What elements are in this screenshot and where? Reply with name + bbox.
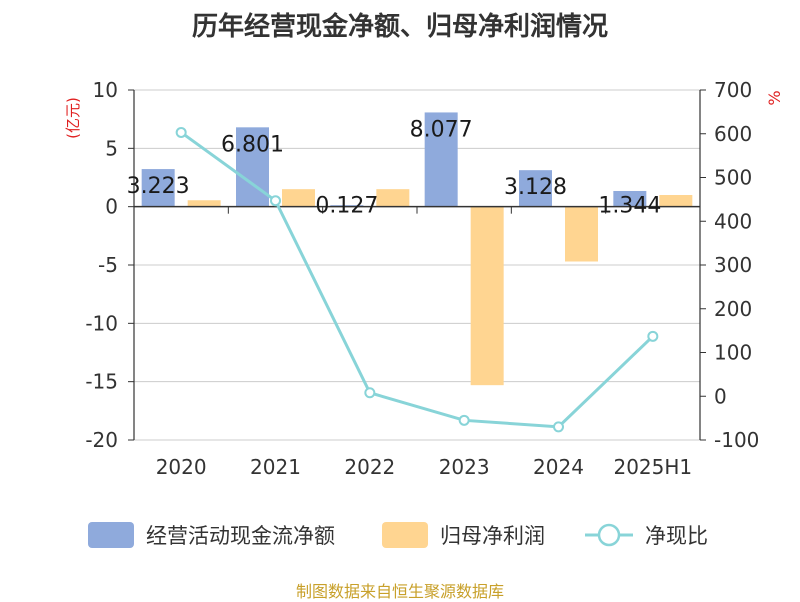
ratio-line	[180, 131, 654, 429]
bar-value-label: 8.077	[410, 117, 473, 142]
ratio-point	[553, 421, 564, 433]
right-tick-label: -100	[714, 428, 759, 452]
legend: 经营活动现金流净额 归母净利润 净现比	[88, 522, 708, 548]
bar-cashflow	[613, 190, 647, 207]
right-tick-label: 500	[714, 166, 752, 190]
right-tick-label: 0	[714, 384, 727, 408]
bar-cashflow	[141, 169, 175, 207]
bar-value-label: 0.127	[315, 194, 378, 219]
left-tick-label: -5	[98, 253, 118, 277]
right-tick-label: 700	[714, 78, 752, 102]
left-tick-label: 0	[105, 195, 118, 219]
bar-profit	[376, 189, 410, 207]
bar-profit	[282, 189, 315, 207]
bar-cashflow	[424, 112, 458, 207]
ratio-point	[647, 330, 659, 342]
legend-swatch	[382, 522, 428, 548]
bar-value-label: 3.128	[504, 175, 567, 200]
x-tick-label: 2023	[439, 455, 490, 479]
bar-value-label: 6.801	[221, 132, 284, 157]
source-note: 制图数据来自恒生聚源数据库	[295, 582, 504, 601]
legend-swatch	[88, 522, 134, 548]
data-labels: 3.223 6.801 0.127 8.077 3.128 1.344	[127, 117, 662, 218]
left-tick-label: 5	[105, 136, 118, 160]
right-tick-label: 300	[714, 253, 752, 277]
legend-label: 经营活动现金流净额	[146, 524, 335, 548]
axes: 10 5 0 -5 -10 -15 -20 700 600 500 400 300 200 100 0 -10…	[64, 78, 784, 479]
legend-label: 归母净利润	[440, 524, 545, 548]
x-tick-label: 2020	[156, 455, 207, 479]
left-tick-label: 10	[93, 78, 118, 102]
ratio-point	[270, 195, 281, 207]
left-tick-label: -10	[85, 311, 118, 335]
line-layer	[175, 126, 659, 433]
bar-cashflow	[519, 170, 552, 207]
ratio-point	[364, 387, 376, 399]
left-tick-label: -15	[85, 370, 118, 394]
x-tick-label: 2022	[344, 455, 395, 479]
legend-label: 净现比	[645, 524, 708, 548]
bar-layer	[141, 112, 693, 386]
ratio-point	[175, 126, 187, 138]
chart-title: 历年经营现金净额、归母净利润情况	[191, 12, 608, 42]
legend-swatch-marker	[597, 523, 621, 547]
right-tick-label: 200	[714, 297, 752, 321]
grid-lines	[134, 89, 700, 441]
right-axis-label: %	[765, 90, 784, 105]
bar-profit	[659, 195, 693, 207]
x-tick-label: 2021	[250, 455, 301, 479]
bar-profit	[470, 206, 504, 386]
ratio-point	[458, 414, 470, 426]
right-tick-label: 400	[714, 209, 752, 233]
left-tick-label: -20	[85, 428, 118, 452]
bar-profit	[187, 200, 221, 207]
x-tick-label: 2025H1	[613, 455, 692, 479]
bar-value-label: 1.344	[598, 194, 661, 219]
right-tick-label: 600	[714, 122, 752, 146]
x-tick-label: 2024	[533, 455, 584, 479]
bar-profit	[565, 206, 598, 262]
right-tick-label: 100	[714, 341, 752, 365]
bar-value-label: 3.223	[127, 174, 190, 199]
left-axis-label: (亿元)	[64, 97, 82, 139]
